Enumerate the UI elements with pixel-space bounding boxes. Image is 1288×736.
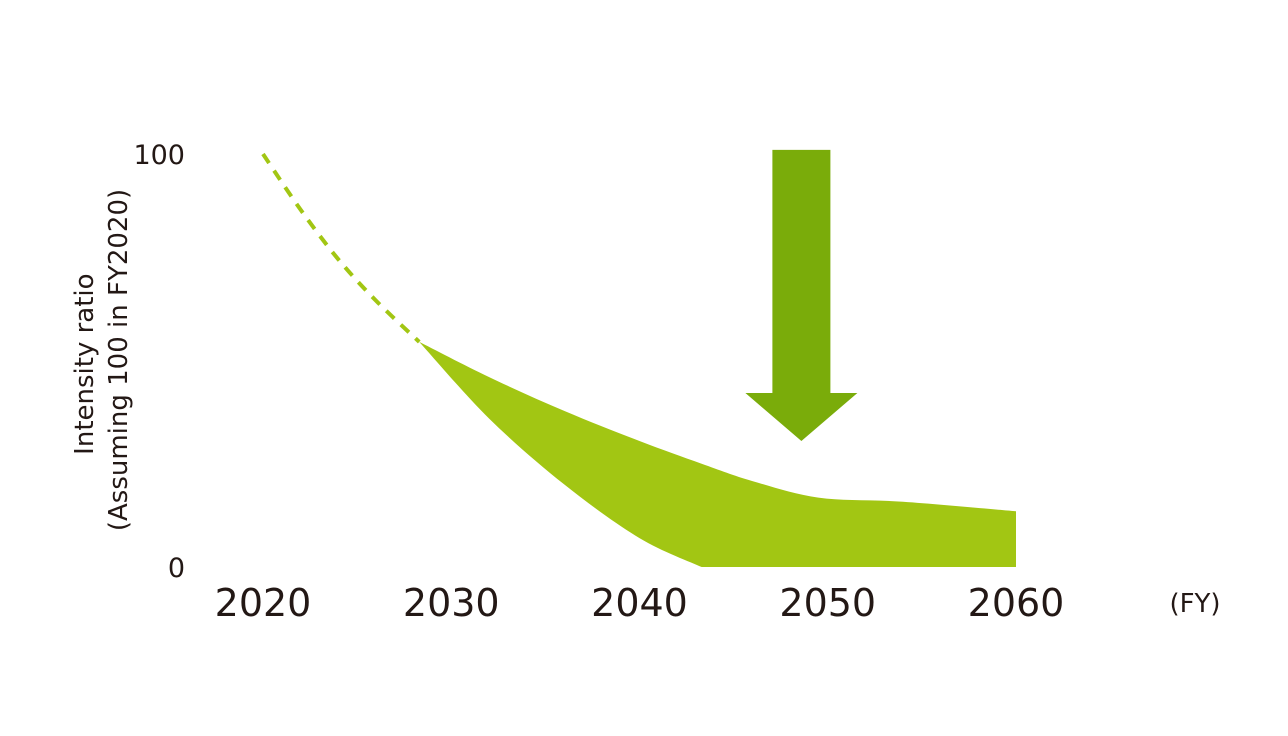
x-tick-label: 2050	[779, 581, 876, 625]
y-tick-label: 100	[133, 140, 185, 171]
y-axis-label-line-1: Intensity ratio	[70, 273, 100, 454]
x-tick-label: 2060	[968, 581, 1065, 625]
dashed-line-layer	[261, 152, 421, 344]
range-band-layer	[419, 341, 1016, 567]
y-axis-label-line-2: (Assuming 100 in FY2020)	[104, 189, 134, 531]
x-tick-label: 2030	[403, 581, 500, 625]
x-unit-label: (FY)	[1169, 589, 1220, 619]
series-dashed-line	[261, 152, 421, 344]
y-tick-label: 0	[168, 553, 185, 584]
y-tick-labels: 0 100	[133, 140, 185, 584]
x-tick-label: 2040	[591, 581, 688, 625]
x-tick-label: 2020	[215, 581, 312, 625]
series-range-band	[419, 341, 1016, 567]
x-tick-labels: 2020 2030 2040 2050 2060	[215, 581, 1065, 625]
y-axis-label: Intensity ratio (Assuming 100 in FY2020)	[70, 189, 134, 531]
arrow-layer	[745, 149, 858, 442]
down-arrow	[745, 149, 858, 442]
